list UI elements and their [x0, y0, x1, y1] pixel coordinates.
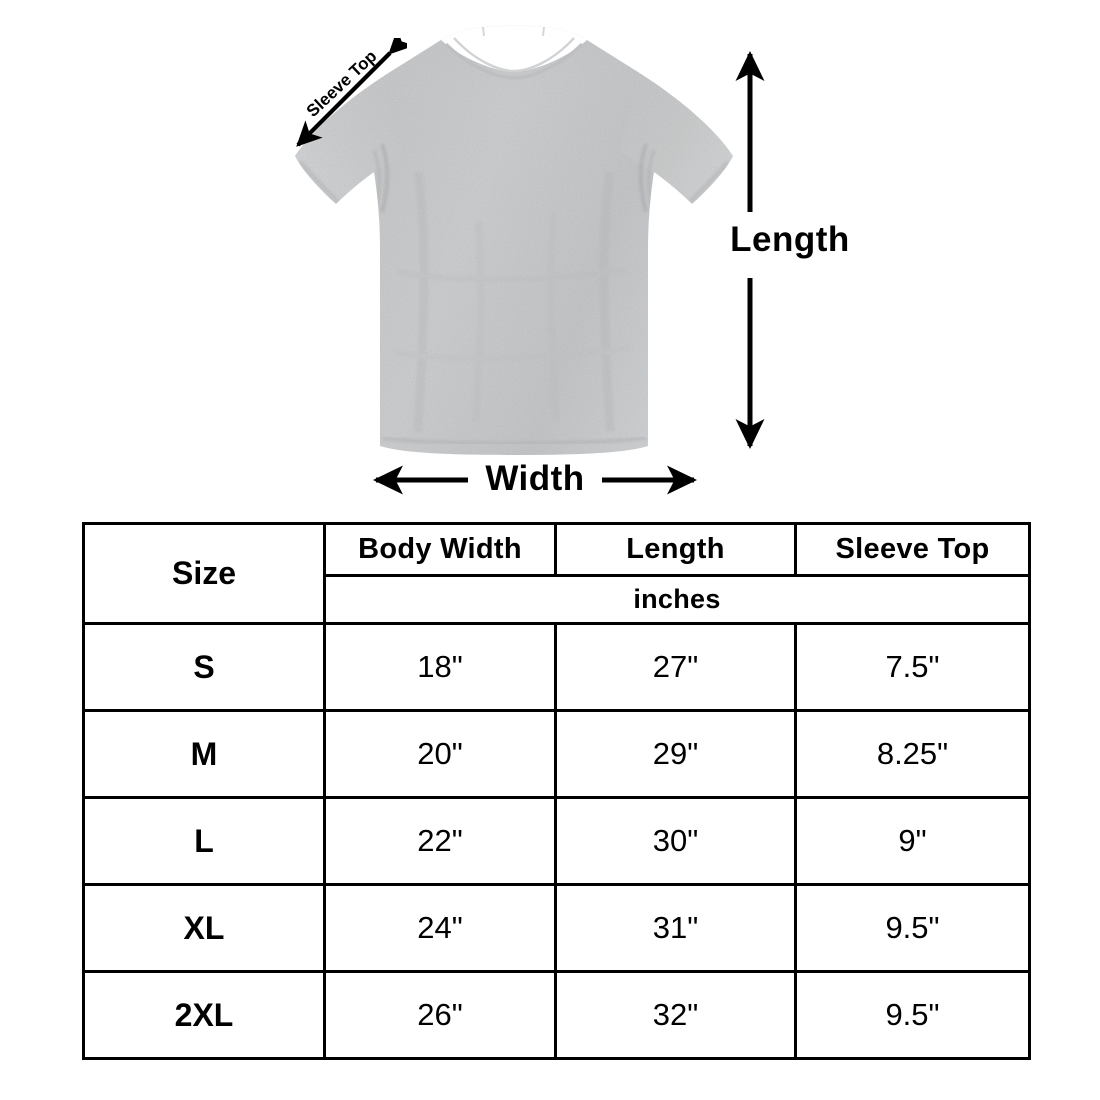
double-arrow-horizontal-icon — [373, 465, 697, 495]
cell-body-width: 18" — [323, 622, 557, 712]
collar-icon — [441, 25, 587, 80]
cell-size: M — [82, 709, 326, 799]
cell-sleeve-top: 9.5" — [794, 970, 1031, 1060]
table-header-row-primary: Size Body Width Length Sleeve Top — [82, 522, 1031, 625]
cell-size: XL — [82, 883, 326, 973]
cell-length: 30" — [554, 796, 797, 886]
table-row: 2XL 26" 32" 9.5" — [82, 970, 1031, 1060]
cell-length: 32" — [554, 970, 797, 1060]
cell-length: 27" — [554, 622, 797, 712]
cell-length: 29" — [554, 709, 797, 799]
table-row: M 20" 29" 8.25" — [82, 709, 1031, 799]
header-body-width: Body Width — [323, 522, 557, 577]
cell-sleeve-top: 9" — [794, 796, 1031, 886]
double-arrow-vertical-icon — [735, 51, 765, 449]
cell-sleeve-top: 9.5" — [794, 883, 1031, 973]
tshirt-image — [295, 25, 733, 455]
cell-sleeve-top: 7.5" — [794, 622, 1031, 712]
cell-size: L — [82, 796, 326, 886]
header-sleeve-top: Sleeve Top — [794, 522, 1031, 577]
length-label: Length — [730, 220, 850, 259]
length-annotation: Length — [690, 40, 890, 460]
cell-body-width: 26" — [323, 970, 557, 1060]
sleeve-top-annotation: Sleeve Top — [282, 28, 415, 163]
header-units: inches — [323, 574, 1031, 625]
cell-sleeve-top: 8.25" — [794, 709, 1031, 799]
table-row: L 22" 30" 9" — [82, 796, 1031, 886]
width-label: Width — [485, 459, 585, 498]
width-annotation: Width — [360, 452, 710, 510]
cell-body-width: 20" — [323, 709, 557, 799]
cell-body-width: 24" — [323, 883, 557, 973]
garment-illustration: Sleeve Top Length — [0, 0, 1100, 515]
table-row: S 18" 27" 7.5" — [82, 622, 1031, 712]
size-chart-table: Size Body Width Length Sleeve Top inches… — [82, 522, 1031, 1060]
cell-size: 2XL — [82, 970, 326, 1060]
cell-body-width: 22" — [323, 796, 557, 886]
table-row: XL 24" 31" 9.5" — [82, 883, 1031, 973]
header-size: Size — [82, 522, 326, 625]
cell-size: S — [82, 622, 326, 712]
cell-length: 31" — [554, 883, 797, 973]
header-length: Length — [554, 522, 797, 577]
size-chart: Size Body Width Length Sleeve Top inches… — [82, 522, 1031, 1060]
table-header-row-units: inches — [84, 574, 1031, 625]
double-arrow-diagonal-icon — [296, 28, 415, 147]
